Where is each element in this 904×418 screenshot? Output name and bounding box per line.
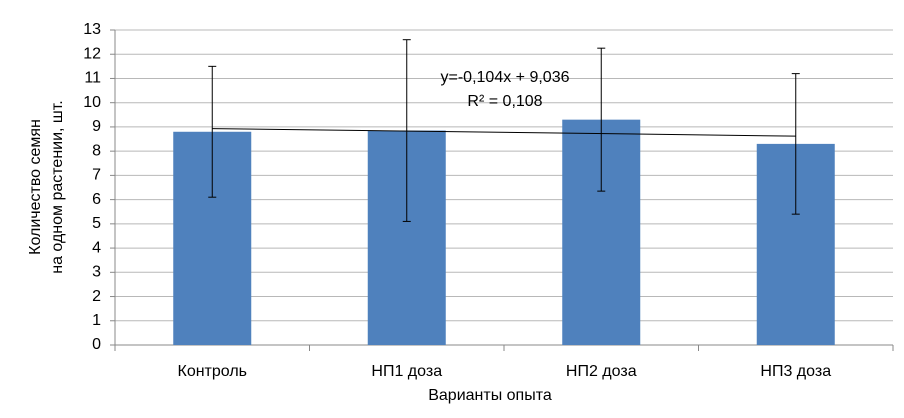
trendline — [212, 128, 796, 137]
y-tick-label: 3 — [92, 264, 101, 281]
y-tick-label: 8 — [92, 142, 101, 159]
y-tick-label: 11 — [84, 70, 101, 87]
x-axis-label: Варианты опыта — [428, 387, 552, 404]
y-tick-label: 6 — [92, 191, 101, 208]
y-axis-label: Количество семян — [27, 119, 44, 255]
trendline-r2: R² = 0,108 — [467, 93, 542, 110]
y-tick-label: 5 — [92, 215, 101, 232]
y-tick-label: 9 — [92, 118, 101, 135]
y-axis-label: на одном растении, шт. — [49, 100, 66, 274]
y-tick-label: 10 — [83, 94, 101, 111]
x-tick-label: НП1 доза — [371, 363, 442, 380]
y-tick-label: 0 — [92, 336, 101, 353]
y-tick-label: 1 — [92, 312, 101, 329]
x-tick-label: НП3 доза — [760, 363, 831, 380]
y-tick-label: 2 — [92, 288, 101, 305]
y-tick-label: 12 — [83, 45, 101, 62]
x-tick-label: Контроль — [178, 363, 248, 380]
y-tick-label: 4 — [92, 239, 101, 256]
trendline-equation: y=-0,104x + 9,036 — [441, 69, 570, 86]
x-tick-label: НП2 доза — [566, 363, 637, 380]
y-tick-label: 7 — [92, 167, 101, 184]
y-tick-label: 13 — [83, 21, 101, 38]
